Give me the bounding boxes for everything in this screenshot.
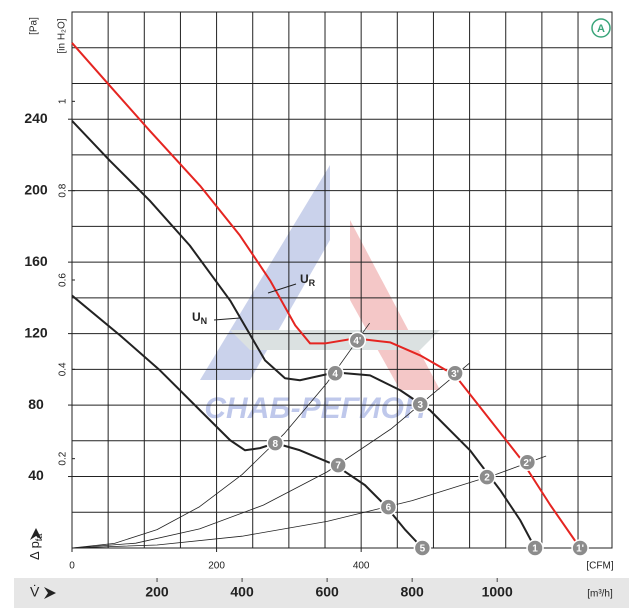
- operating-point: [411, 395, 429, 414]
- y-label: Δ pfa: [27, 534, 44, 560]
- series-line: [71, 42, 581, 549]
- operating-point-label: 4': [353, 336, 361, 347]
- y2-tick-label: 0.2: [58, 451, 69, 465]
- operating-point: [518, 453, 537, 471]
- operating-point: [348, 331, 367, 350]
- y-arrow: [30, 528, 42, 540]
- operating-point-label: 7: [335, 461, 341, 472]
- y-tick-label: 40: [28, 467, 44, 483]
- x-tick-label: 600: [315, 584, 339, 600]
- watermark-text: СНАБ-РЕГИОН: [204, 392, 427, 425]
- series-line: [71, 322, 370, 549]
- operating-point: [266, 434, 284, 452]
- y-tick-label: 160: [24, 253, 48, 269]
- series-line: [71, 362, 470, 549]
- y-tick-label: 120: [24, 324, 48, 340]
- operating-point-label: 2: [484, 473, 490, 484]
- operating-point-label: 6: [386, 503, 392, 514]
- series-line: [71, 455, 547, 549]
- series-subscript: R: [309, 278, 316, 288]
- operating-point-label: 8: [272, 439, 278, 450]
- operating-point-label: 1': [576, 544, 584, 555]
- x-tick-label: 1000: [482, 584, 513, 600]
- series-name: U: [192, 310, 201, 324]
- y-label-symbol: Δ p: [27, 541, 42, 560]
- grid: [68, 12, 612, 552]
- x2-unit: [CFM]: [586, 561, 613, 572]
- operating-point: [526, 539, 544, 557]
- operating-point: [571, 539, 589, 557]
- watermark-shape: [230, 330, 440, 350]
- x-tick-label: 400: [230, 584, 254, 600]
- operating-point-label: 3: [417, 400, 423, 411]
- operating-point: [326, 364, 344, 383]
- x2-tick-label: 200: [208, 561, 225, 572]
- operating-point-label: 2': [523, 458, 531, 469]
- y2-tick-label: 0.6: [58, 273, 69, 287]
- plot-frame: [71, 11, 613, 549]
- y2-tick-label: 1: [58, 98, 69, 104]
- operating-point: [446, 364, 464, 383]
- x-arrow: [44, 587, 56, 599]
- series-subscript: N: [201, 316, 208, 326]
- y2-tick-label: 0.4: [58, 362, 69, 376]
- operating-point: [478, 468, 496, 486]
- operating-point: [329, 456, 347, 474]
- y-tick-label: 200: [24, 181, 48, 197]
- operating-point-label: 1: [532, 544, 538, 555]
- badge: A: [597, 23, 605, 35]
- x2-tick-label: 0: [69, 561, 75, 572]
- x-tick-label: 200: [145, 584, 169, 600]
- x-tick-label: 800: [400, 584, 424, 600]
- x2-tick-label: 400: [353, 561, 370, 572]
- watermark-shape: [350, 220, 440, 390]
- leader-line: [267, 283, 297, 294]
- operating-point-label: 4: [332, 369, 338, 380]
- y-tick-label: 240: [24, 110, 48, 126]
- y-tick-label: 80: [28, 396, 44, 412]
- plot: 1 1' 2 2' 3 3' 4 4' 5 6 7 8: [71, 42, 589, 557]
- operating-point: [413, 539, 432, 557]
- x-unit: [m³/h]: [587, 589, 613, 600]
- x-axis-band: [14, 578, 629, 608]
- watermark: СНАБ-РЕГИОН: [200, 165, 440, 425]
- series-label: UR: [300, 272, 316, 288]
- badge-circle: [591, 18, 611, 38]
- operating-point-label: 3': [451, 369, 459, 380]
- x-label: V̇: [30, 584, 40, 600]
- series-name: U: [300, 272, 309, 286]
- operating-point-label: 5: [420, 544, 426, 555]
- y2-tick-label: 0.8: [58, 183, 69, 197]
- y-unit: [Pa]: [29, 17, 40, 35]
- operating-point: [379, 498, 398, 516]
- y2-unit: [in H₂O]: [57, 18, 68, 53]
- series-label: UN: [192, 310, 207, 326]
- leader-line: [213, 317, 241, 321]
